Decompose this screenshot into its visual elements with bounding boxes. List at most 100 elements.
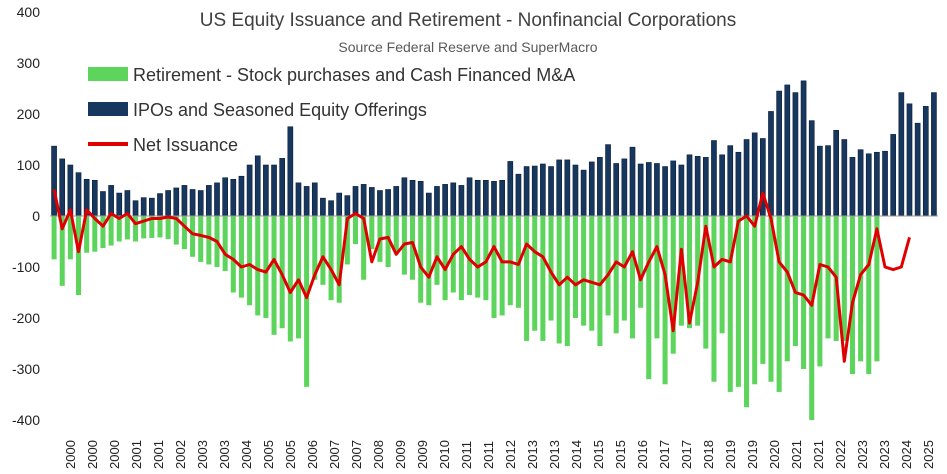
issuance-bar	[605, 144, 611, 217]
issuance-bar	[654, 163, 660, 217]
retirement-bar	[124, 216, 130, 240]
retirement-bar	[410, 216, 416, 280]
retirement-bar	[613, 216, 619, 334]
issuance-bar	[735, 151, 742, 217]
issuance-bar	[426, 192, 432, 217]
retirement-bar	[841, 216, 847, 341]
issuance-bar	[458, 185, 465, 217]
retirement-bar	[858, 216, 864, 362]
issuance-bar	[800, 80, 807, 217]
x-tick-label: 2005	[261, 440, 276, 469]
retirement-bar	[866, 216, 872, 375]
retirement-bar	[247, 216, 253, 306]
issuance-bar	[580, 169, 587, 217]
x-tick-label: 2013	[525, 440, 540, 469]
retirement-bar	[369, 216, 375, 250]
retirement-bar	[304, 216, 310, 387]
retirement-bar	[695, 216, 701, 326]
issuance-bar	[548, 166, 554, 217]
retirement-bar	[719, 216, 725, 334]
issuance-bar	[108, 185, 114, 217]
issuance-bar	[450, 182, 457, 217]
issuance-bar	[222, 177, 228, 217]
retirement-bar	[116, 216, 122, 242]
issuance-bar	[393, 186, 400, 217]
retirement-bar	[629, 216, 636, 339]
issuance-bar	[637, 163, 644, 217]
retirement-bar	[222, 216, 228, 272]
issuance-bar	[556, 159, 562, 217]
x-tick-label: 2019	[723, 440, 738, 469]
retirement-bar	[230, 216, 236, 293]
y-tick-label: 400	[17, 4, 41, 20]
y-tick-label: 200	[17, 106, 41, 122]
issuance-bar	[91, 180, 98, 217]
retirement-bars	[51, 216, 880, 420]
issuance-bar	[409, 180, 416, 217]
y-tick-label: 300	[17, 55, 41, 71]
x-tick-label: 2019	[745, 440, 760, 469]
issuance-bar	[727, 145, 734, 217]
x-tick-label: 2021	[789, 440, 804, 469]
issuance-bar	[507, 161, 514, 217]
issuance-bar	[890, 134, 897, 217]
legend-swatch-issuance	[88, 102, 128, 116]
issuance-bar	[320, 197, 326, 217]
retirement-bar	[589, 216, 595, 331]
issuance-bar	[540, 163, 546, 217]
retirement-bar	[711, 216, 717, 382]
issuance-bar	[311, 182, 318, 217]
issuance-bar	[588, 161, 595, 217]
issuance-bar	[776, 90, 782, 217]
issuance-bar	[181, 185, 188, 217]
retirement-bar	[792, 216, 798, 347]
chart-title: US Equity Issuance and Retirement - Nonf…	[200, 10, 737, 31]
issuance-bar	[825, 145, 831, 217]
retirement-bar	[849, 216, 855, 375]
issuance-bar	[882, 150, 888, 217]
retirement-bar	[67, 216, 73, 260]
retirement-bar	[572, 216, 578, 318]
issuance-bar	[100, 191, 106, 217]
retirement-bar	[344, 216, 350, 265]
issuance-bar	[678, 164, 685, 217]
retirement-bar	[638, 216, 644, 308]
issuance-bar	[51, 145, 57, 217]
issuance-bar	[344, 195, 351, 217]
issuance-bar	[751, 132, 758, 217]
issuance-bar	[865, 153, 872, 217]
legend-label-issuance: IPOs and Seasoned Equity Offerings	[133, 100, 427, 120]
x-tick-label: 2011	[459, 441, 474, 469]
issuance-bar	[474, 180, 481, 217]
issuance-bar	[263, 164, 269, 217]
x-tick-label: 2000	[85, 440, 100, 469]
retirement-bar	[581, 216, 587, 326]
issuance-bar	[442, 184, 448, 217]
retirement-bar	[825, 216, 831, 339]
issuance-bar	[59, 158, 66, 217]
retirement-bar	[418, 216, 424, 303]
legend-swatch-retirement	[88, 67, 128, 81]
retirement-bar	[84, 216, 90, 253]
x-tick-label: 2005	[283, 440, 298, 469]
issuance-bar	[833, 130, 839, 217]
retirement-bar	[287, 216, 293, 342]
retirement-bar	[744, 216, 750, 408]
x-tick-label: 2023	[855, 440, 870, 469]
x-tick-label: 2009	[393, 440, 408, 469]
issuance-bar	[719, 154, 725, 217]
issuance-bar	[898, 92, 905, 217]
y-tick-label: 100	[17, 157, 41, 173]
retirement-bar	[662, 216, 668, 385]
retirement-bar	[320, 216, 326, 285]
retirement-bar	[817, 216, 823, 367]
retirement-bar	[483, 216, 489, 301]
y-axis: 400 300 200 100 0 -100 -200 -300 -400	[12, 4, 40, 428]
issuance-bar	[768, 111, 774, 217]
y-tick-label: -400	[12, 412, 40, 428]
retirement-bar	[328, 216, 334, 301]
retirement-bar	[784, 216, 790, 362]
retirement-bar	[760, 216, 766, 364]
x-tick-label: 2012	[503, 440, 518, 469]
